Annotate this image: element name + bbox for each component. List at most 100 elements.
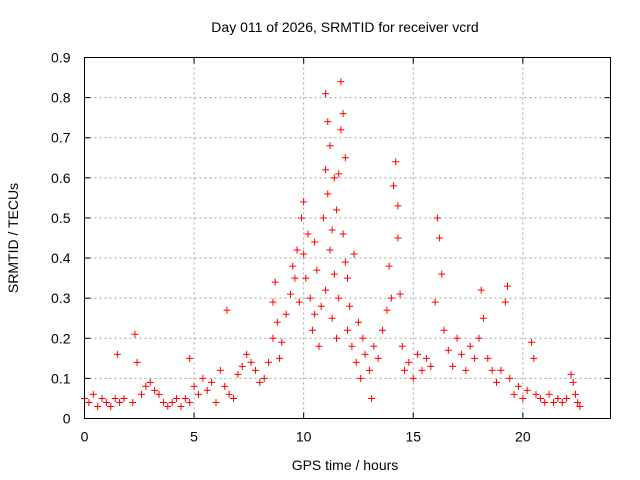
data-point	[394, 234, 402, 242]
data-point	[510, 390, 518, 398]
data-point	[199, 374, 207, 382]
data-point	[113, 350, 121, 358]
data-point	[567, 370, 575, 378]
x-tick-label: 10	[296, 429, 312, 445]
data-point	[523, 386, 531, 394]
data-point	[243, 350, 251, 358]
data-point	[385, 262, 393, 270]
data-point	[225, 390, 233, 398]
data-point	[479, 314, 487, 322]
data-point	[427, 362, 435, 370]
data-point	[422, 354, 430, 362]
data-point	[436, 234, 444, 242]
data-point	[335, 294, 343, 302]
data-point	[333, 334, 341, 342]
data-point	[361, 350, 369, 358]
y-tick-label: 0.8	[51, 90, 71, 106]
data-point	[352, 358, 360, 366]
data-point	[528, 338, 536, 346]
data-point	[151, 386, 159, 394]
chart-title: Day 011 of 2026, SRMTID for receiver vcr…	[211, 19, 478, 35]
data-point	[120, 394, 128, 402]
data-point	[216, 366, 224, 374]
data-point	[574, 398, 582, 406]
data-point	[238, 362, 246, 370]
data-point	[368, 394, 376, 402]
y-tick-label: 0.2	[51, 330, 71, 346]
data-point	[453, 334, 461, 342]
y-tick-label: 0.6	[51, 170, 71, 186]
y-tick-label: 0.4	[51, 250, 71, 266]
data-point	[545, 390, 553, 398]
data-point	[563, 394, 571, 402]
data-point	[532, 390, 540, 398]
data-point	[344, 274, 351, 282]
data-point	[300, 198, 308, 206]
data-point	[129, 398, 137, 406]
data-point	[457, 350, 465, 358]
data-point	[418, 366, 426, 374]
data-point	[131, 330, 139, 338]
data-point	[335, 170, 343, 178]
data-point	[398, 342, 406, 350]
data-point	[300, 250, 308, 258]
data-point	[536, 394, 544, 402]
data-point	[89, 390, 97, 398]
data-point	[462, 366, 470, 374]
data-point	[324, 118, 332, 126]
data-point	[374, 354, 382, 362]
data-point	[133, 358, 141, 366]
data-point	[251, 366, 259, 374]
data-point	[438, 270, 446, 278]
data-point	[488, 366, 496, 374]
data-point	[328, 226, 336, 234]
data-point	[471, 354, 479, 362]
data-point	[306, 294, 314, 302]
data-point	[308, 326, 316, 334]
data-point	[569, 378, 577, 386]
data-point	[414, 350, 422, 358]
data-point	[102, 398, 110, 406]
data-point	[311, 238, 319, 246]
data-point	[400, 366, 408, 374]
y-tick-label: 0.1	[51, 370, 71, 386]
data-point	[383, 306, 391, 314]
data-points	[81, 78, 584, 410]
data-point	[440, 326, 448, 334]
data-point	[326, 246, 334, 254]
data-point	[396, 290, 404, 298]
data-point	[322, 90, 330, 98]
data-point	[330, 174, 338, 182]
data-point	[519, 394, 527, 402]
data-point	[431, 298, 439, 306]
plot-frame	[84, 57, 611, 419]
data-point	[387, 294, 395, 302]
y-tick-label: 0.7	[51, 130, 71, 146]
data-point	[571, 390, 579, 398]
data-point	[354, 318, 362, 326]
data-point	[541, 398, 549, 406]
data-point	[311, 310, 319, 318]
data-point	[514, 382, 522, 390]
data-point	[223, 306, 231, 314]
data-point	[379, 326, 387, 334]
data-point	[168, 398, 176, 406]
data-point	[111, 394, 119, 402]
data-point	[341, 258, 349, 266]
data-point	[276, 354, 284, 362]
data-point	[315, 342, 323, 350]
data-point	[497, 366, 505, 374]
y-tick-label: 0.9	[51, 50, 71, 66]
data-point	[392, 158, 400, 166]
data-point	[444, 346, 452, 354]
x-tick-label: 20	[515, 429, 531, 445]
data-point	[287, 290, 295, 298]
data-point	[271, 278, 279, 286]
data-point	[155, 390, 163, 398]
data-point	[297, 214, 305, 222]
y-tick-label: 0.3	[51, 290, 71, 306]
data-point	[269, 334, 277, 342]
data-point	[433, 214, 441, 222]
data-point	[142, 382, 150, 390]
x-tick-label: 5	[190, 429, 198, 445]
